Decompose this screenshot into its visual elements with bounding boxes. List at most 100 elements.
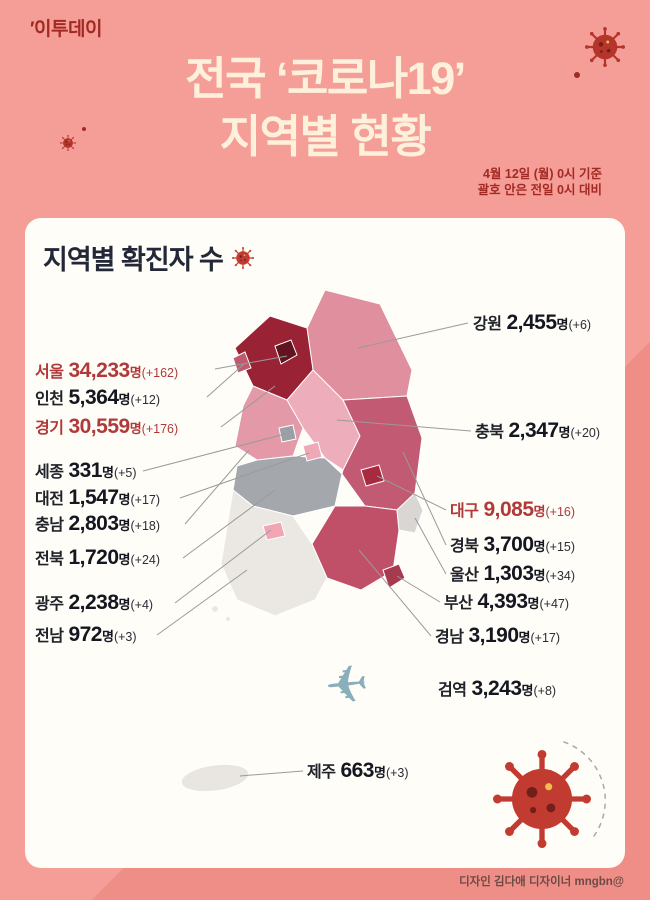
region-count: 3,190 xyxy=(468,624,519,647)
region-label-jeonnam: 전남 972명(+3) xyxy=(35,622,137,647)
region-name: 전북 xyxy=(35,551,64,568)
region-count: 1,303 xyxy=(483,562,534,585)
etoday-logo: ′이투데이 xyxy=(30,19,102,40)
region-name: 검역 xyxy=(438,682,467,699)
region-unit: 명 xyxy=(374,765,386,780)
region-count: 4,393 xyxy=(477,590,528,613)
region-unit: 명 xyxy=(102,465,114,480)
region-name: 경남 xyxy=(435,629,464,646)
stats-card: 지역별 확진자 수 xyxy=(25,218,625,868)
region-daejeon xyxy=(302,441,323,462)
region-unit: 명 xyxy=(533,568,546,583)
card-title: 지역별 확진자 수 xyxy=(43,238,254,277)
region-count: 34,233 xyxy=(68,359,130,382)
page-title-line2: 지역별 현황 xyxy=(219,111,432,162)
card-title-text: 지역별 확진자 수 xyxy=(43,245,224,275)
region-name: 울산 xyxy=(450,567,479,584)
region-unit: 명 xyxy=(556,317,569,332)
region-gyeongbuk xyxy=(341,395,423,511)
region-name: 충북 xyxy=(475,424,504,441)
region-count: 30,559 xyxy=(68,415,130,438)
region-count: 9,085 xyxy=(483,498,534,521)
region-unit: 명 xyxy=(521,683,534,698)
region-delta: (+4) xyxy=(130,598,154,612)
region-name: 부산 xyxy=(444,595,473,612)
region-count: 3,243 xyxy=(471,677,522,700)
airplane-icon: ✈ xyxy=(322,654,372,718)
region-count: 331 xyxy=(68,459,102,482)
region-name: 강원 xyxy=(473,316,502,333)
date-note-line2: 괄호 안은 전일 0시 대비 xyxy=(477,183,602,197)
region-count: 1,720 xyxy=(68,546,119,569)
region-label-busan: 부산 4,393명(+47) xyxy=(444,589,569,614)
region-label-gyeongbuk: 경북 3,700명(+15) xyxy=(450,532,575,557)
region-name: 인천 xyxy=(35,391,64,408)
page-title: 전국 ‘코로나19’ 지역별 현황 xyxy=(0,50,650,166)
region-label-quarantine: 검역 3,243명(+8) xyxy=(438,676,556,701)
region-delta: (+24) xyxy=(130,553,161,567)
region-label-chungbuk: 충북 2,347명(+20) xyxy=(475,418,600,443)
virus-icon xyxy=(232,247,254,269)
region-delta: (+12) xyxy=(130,393,161,407)
region-label-gangwon: 강원 2,455명(+6) xyxy=(473,310,591,335)
region-count: 2,803 xyxy=(68,512,119,535)
region-count: 663 xyxy=(340,759,374,782)
region-unit: 명 xyxy=(118,597,131,612)
deco-dot xyxy=(574,72,580,78)
region-unit: 명 xyxy=(102,629,114,644)
region-count: 2,347 xyxy=(508,419,559,442)
deco-dot xyxy=(82,127,86,131)
island xyxy=(224,615,232,623)
region-label-gyeonggi: 경기 30,559명(+176) xyxy=(35,414,178,439)
region-delta: (+6) xyxy=(568,318,592,332)
region-delta: (+8) xyxy=(533,684,557,698)
region-name: 세종 xyxy=(35,464,64,481)
region-label-ulsan: 울산 1,303명(+34) xyxy=(450,561,575,586)
region-count: 2,238 xyxy=(68,591,119,614)
region-count: 3,700 xyxy=(483,533,534,556)
region-name: 경북 xyxy=(450,538,479,555)
region-delta: (+47) xyxy=(539,597,570,611)
virus-icon-large xyxy=(493,750,591,848)
region-unit: 명 xyxy=(118,552,131,567)
region-unit: 명 xyxy=(129,421,142,436)
region-name: 제주 xyxy=(307,764,336,781)
region-count: 1,547 xyxy=(68,486,119,509)
region-name: 대구 xyxy=(450,503,479,520)
designer-credit: 디자인 김다애 디자이너 mngbn@ xyxy=(459,876,624,888)
region-delta: (+15) xyxy=(545,540,576,554)
region-unit: 명 xyxy=(527,596,540,611)
region-count: 972 xyxy=(68,623,102,646)
region-unit: 명 xyxy=(118,518,131,533)
region-jeju xyxy=(180,763,250,793)
region-unit: 명 xyxy=(533,504,546,519)
region-delta: (+18) xyxy=(130,519,161,533)
region-unit: 명 xyxy=(118,392,131,407)
region-delta: (+5) xyxy=(113,466,137,480)
region-name: 경기 xyxy=(35,420,64,437)
region-label-daegu: 대구 9,085명(+16) xyxy=(450,497,575,522)
page-title-line1: 전국 ‘코로나19’ xyxy=(185,53,466,104)
korea-map xyxy=(175,278,445,818)
region-delta: (+20) xyxy=(570,426,601,440)
region-label-seoul: 서울 34,233명(+162) xyxy=(35,358,178,383)
region-sejong xyxy=(278,424,297,443)
region-unit: 명 xyxy=(129,365,142,380)
region-delta: (+34) xyxy=(545,569,576,583)
region-label-jeju: 제주 663명(+3) xyxy=(307,758,409,783)
region-delta: (+17) xyxy=(130,493,161,507)
region-delta: (+16) xyxy=(545,505,576,519)
region-delta: (+3) xyxy=(113,630,137,644)
region-label-sejong: 세종 331명(+5) xyxy=(35,458,137,483)
region-delta: (+3) xyxy=(385,766,409,780)
island xyxy=(211,605,219,613)
region-label-incheon: 인천 5,364명(+12) xyxy=(35,385,160,410)
date-note: 4월 12일 (월) 0시 기준 괄호 안은 전일 0시 대비 xyxy=(478,166,602,198)
region-unit: 명 xyxy=(118,492,131,507)
region-label-jeonbuk: 전북 1,720명(+24) xyxy=(35,545,160,570)
region-delta: (+17) xyxy=(530,631,561,645)
region-label-chungnam: 충남 2,803명(+18) xyxy=(35,511,160,536)
region-count: 5,364 xyxy=(68,386,119,409)
region-delta: (+176) xyxy=(141,422,179,436)
